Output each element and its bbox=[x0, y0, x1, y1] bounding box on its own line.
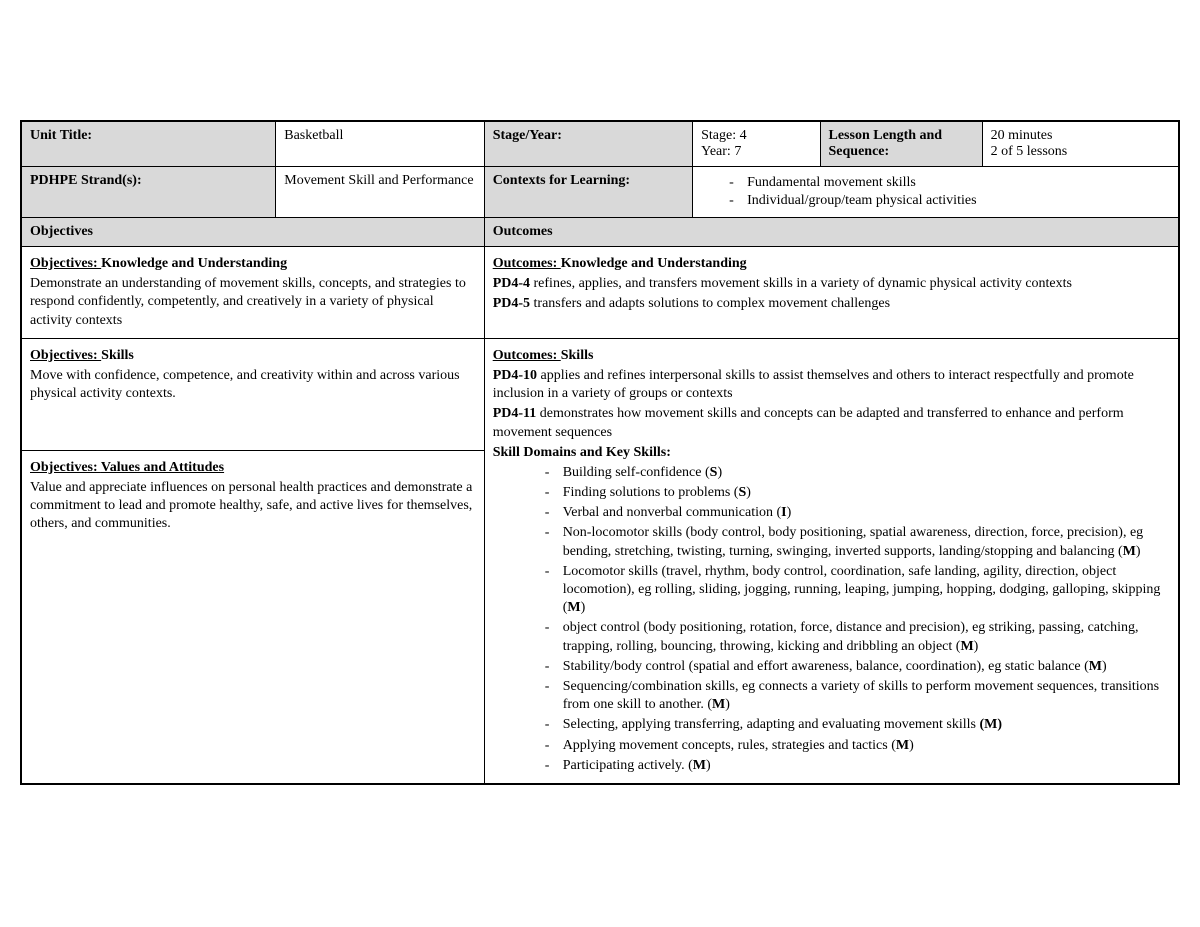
outcomes-section-label: Outcomes bbox=[484, 218, 1179, 247]
objectives-skills-heading-2: Skills bbox=[101, 348, 134, 363]
strand-value: Movement Skill and Performance bbox=[276, 167, 484, 218]
skill-domains-label: Skill Domains and Key Skills: bbox=[493, 444, 1170, 462]
length-line: 20 minutes bbox=[991, 128, 1053, 143]
domain-item-7: Stability/body control (spatial and effo… bbox=[545, 658, 1170, 676]
unit-title-value: Basketball bbox=[276, 121, 484, 167]
contexts-item-2: Individual/group/team physical activitie… bbox=[729, 193, 1170, 209]
objectives-ku-cell: Objectives: Knowledge and Understanding … bbox=[21, 247, 484, 339]
domain-item-3: Verbal and nonverbal communication (I) bbox=[545, 504, 1170, 522]
objectives-section-label: Objectives bbox=[21, 218, 484, 247]
outcomes-ku-line-2: PD4-5 transfers and adapts solutions to … bbox=[493, 295, 1170, 313]
stage-line: Stage: 4 bbox=[701, 128, 747, 143]
objectives-values-cell: Objectives: Values and Attitudes Value a… bbox=[21, 450, 484, 784]
lesson-length-label: Lesson Length and Sequence: bbox=[820, 121, 982, 167]
skills-row: Objectives: Skills Move with confidence,… bbox=[21, 338, 1179, 450]
domain-item-10: Applying movement concepts, rules, strat… bbox=[545, 737, 1170, 755]
year-line: Year: 7 bbox=[701, 144, 741, 159]
outcomes-skills-line-1: PD4-10 applies and refines interpersonal… bbox=[493, 367, 1170, 403]
objectives-values-heading: Objectives: Values and Attitudes bbox=[30, 460, 224, 475]
outcomes-ku-heading: Outcomes: bbox=[493, 256, 561, 271]
contexts-value: Fundamental movement skills Individual/g… bbox=[693, 167, 1179, 218]
unit-title-label: Unit Title: bbox=[21, 121, 276, 167]
objectives-ku-heading-2: Knowledge and Understanding bbox=[101, 256, 287, 271]
objectives-skills-cell: Objectives: Skills Move with confidence,… bbox=[21, 338, 484, 450]
lesson-length-value: 20 minutes 2 of 5 lessons bbox=[982, 121, 1179, 167]
objectives-skills-text: Move with confidence, competence, and cr… bbox=[30, 367, 476, 403]
domain-item-4: Non-locomotor skills (body control, body… bbox=[545, 524, 1170, 560]
domain-item-6: object control (body positioning, rotati… bbox=[545, 619, 1170, 655]
domain-item-5: Locomotor skills (travel, rhythm, body c… bbox=[545, 563, 1170, 618]
outcomes-ku-cell: Outcomes: Knowledge and Understanding PD… bbox=[484, 247, 1179, 339]
domain-item-11: Participating actively. (M) bbox=[545, 757, 1170, 775]
domain-item-1: Building self-confidence (S) bbox=[545, 464, 1170, 482]
header-row-2: PDHPE Strand(s): Movement Skill and Perf… bbox=[21, 167, 1179, 218]
outcomes-skills-heading-2: Skills bbox=[561, 348, 594, 363]
contexts-label: Contexts for Learning: bbox=[484, 167, 692, 218]
skill-domains-list: Building self-confidence (S) Finding sol… bbox=[493, 464, 1170, 775]
outcomes-ku-heading-2: Knowledge and Understanding bbox=[561, 256, 747, 271]
objectives-ku-heading: Objectives: bbox=[30, 256, 101, 271]
domain-item-8: Sequencing/combination skills, eg connec… bbox=[545, 678, 1170, 714]
outcomes-ku-line-1: PD4-4 refines, applies, and transfers mo… bbox=[493, 275, 1170, 293]
lesson-plan-table: Unit Title: Basketball Stage/Year: Stage… bbox=[20, 120, 1180, 785]
objectives-values-text: Value and appreciate influences on perso… bbox=[30, 479, 476, 534]
contexts-item-1: Fundamental movement skills bbox=[729, 175, 1170, 191]
objectives-skills-heading: Objectives: bbox=[30, 348, 101, 363]
sequence-line: 2 of 5 lessons bbox=[991, 144, 1068, 159]
objectives-ku-text: Demonstrate an understanding of movement… bbox=[30, 275, 476, 330]
outcomes-skills-line-2: PD4-11 demonstrates how movement skills … bbox=[493, 405, 1170, 441]
domain-item-9: Selecting, applying transferring, adapti… bbox=[545, 716, 1170, 734]
stage-year-value: Stage: 4 Year: 7 bbox=[693, 121, 820, 167]
section-header-row: Objectives Outcomes bbox=[21, 218, 1179, 247]
ku-row: Objectives: Knowledge and Understanding … bbox=[21, 247, 1179, 339]
outcomes-skills-cell: Outcomes: Skills PD4-10 applies and refi… bbox=[484, 338, 1179, 784]
outcomes-skills-heading: Outcomes: bbox=[493, 348, 561, 363]
header-row-1: Unit Title: Basketball Stage/Year: Stage… bbox=[21, 121, 1179, 167]
domain-item-2: Finding solutions to problems (S) bbox=[545, 484, 1170, 502]
stage-year-label: Stage/Year: bbox=[484, 121, 692, 167]
strand-label: PDHPE Strand(s): bbox=[21, 167, 276, 218]
